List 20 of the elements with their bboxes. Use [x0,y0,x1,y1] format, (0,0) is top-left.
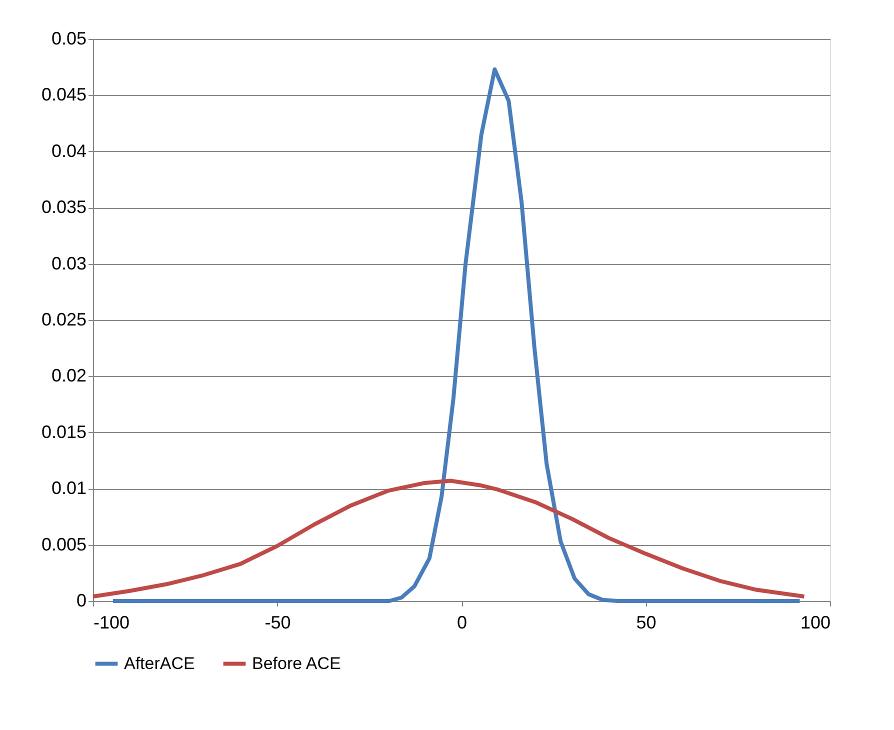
x-tick-label: -50 [264,612,291,632]
x-tick-label: -100 [94,612,130,632]
legend-label: AfterACE [124,654,195,673]
y-tick-label: 0.03 [51,253,86,274]
line-series [91,478,806,599]
y-tick-label: 0.025 [41,310,86,330]
y-tick-label: 0.015 [41,422,86,442]
legend-label: Before ACE [252,654,341,673]
y-tick-label: 0.045 [41,84,86,105]
y-tick-label: 0.005 [41,534,86,554]
x-tick-label: 50 [636,612,656,632]
y-tick-label: 0.02 [51,366,86,386]
x-tick-label: 0 [456,612,468,632]
y-tick-label: 0.04 [51,140,86,161]
y-tick-label: 0 [76,590,86,610]
y-tick-label: 0.01 [51,478,86,498]
x-tick-label: 100 [800,612,830,632]
line-series [110,67,802,603]
y-tick-label: 0.035 [41,197,86,218]
y-tick-label: 0.05 [51,28,86,48]
